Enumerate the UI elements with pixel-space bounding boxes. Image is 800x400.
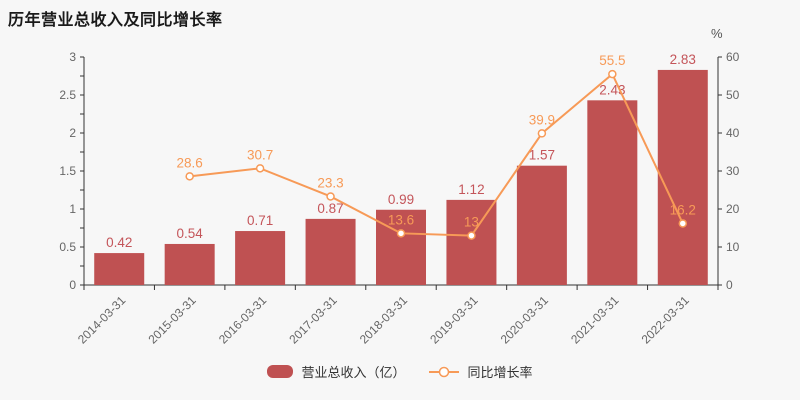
- legend-label-growth: 同比增长率: [467, 365, 533, 380]
- line-value-label: 28.6: [177, 155, 203, 170]
- bar[interactable]: [587, 100, 638, 285]
- line-marker[interactable]: [326, 192, 335, 201]
- bar-value-label: 1.12: [458, 182, 484, 197]
- line-value-label: 55.5: [599, 53, 625, 68]
- y-left-tick-label: 1.5: [59, 164, 76, 178]
- y-right-tick-label: 20: [726, 202, 740, 216]
- bar-value-label: 1.57: [529, 148, 555, 163]
- line-value-label: 39.9: [529, 112, 555, 127]
- legend-label-revenue: 营业总收入（亿）: [301, 365, 406, 380]
- line-legend-marker: [438, 366, 449, 377]
- y-left-tick-label: 1: [69, 202, 76, 216]
- line-legend-swatch: [428, 366, 459, 377]
- x-axis-label: 2020-03-31: [498, 293, 552, 347]
- line-marker[interactable]: [608, 69, 617, 79]
- x-axis-label: 2021-03-31: [568, 293, 622, 347]
- line-marker[interactable]: [467, 231, 476, 240]
- line-value-label: 16.2: [670, 202, 696, 217]
- bar-legend-swatch: [267, 365, 294, 378]
- bar[interactable]: [94, 253, 145, 285]
- x-axis-label: 2017-03-31: [286, 293, 340, 347]
- line-value-label: 23.3: [317, 175, 343, 190]
- y-left-tick-label: 0: [69, 278, 76, 292]
- y-left-tick-label: 0.5: [59, 240, 76, 254]
- growth-line: [189, 72, 684, 237]
- bar-value-label: 0.87: [317, 201, 343, 216]
- x-axis-label: 2018-03-31: [357, 293, 411, 347]
- bar[interactable]: [446, 199, 497, 285]
- line-value-label: 13.6: [388, 212, 414, 227]
- legend-item-revenue[interactable]: 营业总收入（亿）: [267, 362, 406, 381]
- bar[interactable]: [516, 165, 567, 285]
- bar[interactable]: [657, 69, 708, 285]
- y-right-tick-label: 30: [726, 164, 740, 178]
- bar[interactable]: [376, 209, 426, 285]
- bar[interactable]: [305, 218, 356, 285]
- x-axis-label: 2014-03-31: [75, 293, 129, 347]
- right-axis-unit: %: [711, 26, 723, 41]
- bar-value-label: 0.99: [388, 192, 414, 207]
- legend: 营业总收入（亿） 同比增长率: [0, 362, 800, 381]
- x-axis-label: 2016-03-31: [216, 293, 270, 347]
- bar-value-label: 0.71: [247, 213, 273, 228]
- y-left-tick-label: 2.5: [59, 88, 76, 102]
- chart-title: 历年营业总收入及同比增长率: [8, 12, 223, 29]
- legend-item-growth[interactable]: 同比增长率: [428, 362, 533, 381]
- y-right-tick-label: 50: [726, 88, 740, 102]
- y-right-tick-label: 10: [726, 240, 740, 254]
- y-right-tick-label: 60: [726, 50, 740, 64]
- line-marker[interactable]: [678, 219, 688, 228]
- x-axis-label: 2019-03-31: [427, 293, 481, 347]
- bar[interactable]: [164, 243, 215, 285]
- bar-value-label: 2.83: [670, 52, 696, 67]
- line-marker[interactable]: [396, 229, 406, 238]
- y-left-tick-label: 2: [69, 126, 76, 140]
- bar[interactable]: [235, 231, 286, 285]
- y-left-tick-label: 3: [69, 50, 76, 64]
- y-right-tick-label: 0: [726, 278, 733, 292]
- x-axis-label: 2015-03-31: [145, 293, 199, 347]
- line-marker[interactable]: [537, 129, 547, 138]
- y-right-tick-label: 40: [726, 126, 740, 140]
- line-marker[interactable]: [185, 172, 194, 181]
- line-marker[interactable]: [255, 164, 265, 173]
- line-value-label: 30.7: [247, 147, 273, 162]
- bar-value-label: 0.42: [106, 235, 132, 250]
- line-value-label: 13: [464, 215, 479, 230]
- x-axis-label: 2022-03-31: [639, 293, 693, 347]
- bar-value-label: 0.54: [177, 226, 204, 241]
